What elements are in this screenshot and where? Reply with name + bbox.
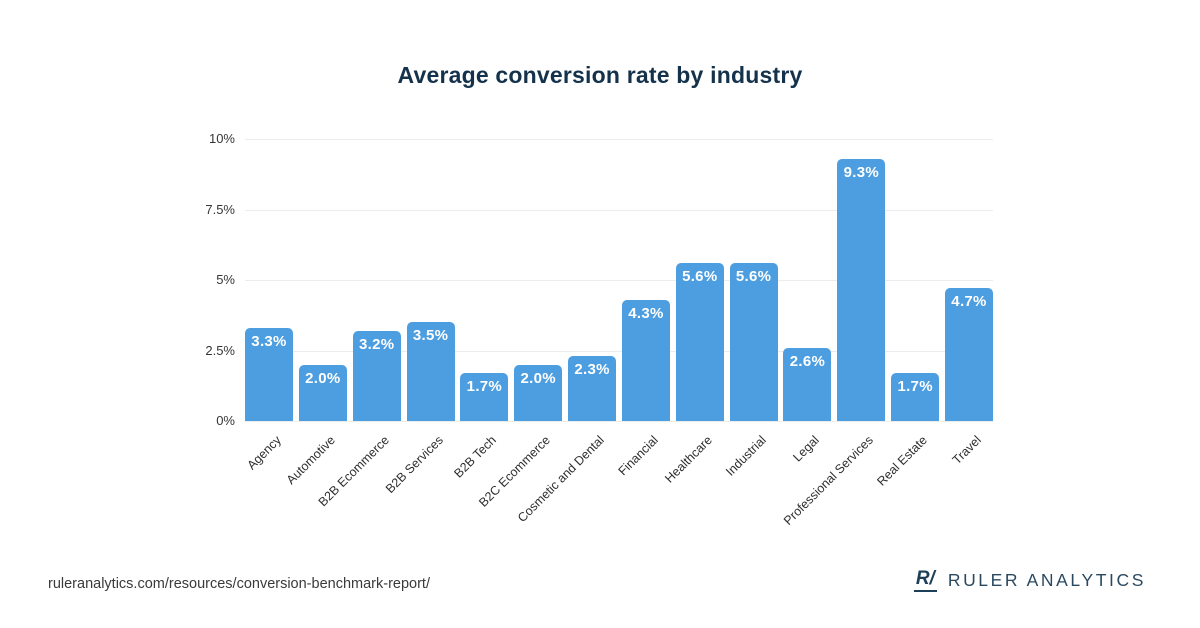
bar-value-label: 3.2%	[358, 335, 395, 353]
bar-value-label: 2.0%	[520, 369, 556, 387]
bar-agency: 3.3%	[245, 327, 293, 421]
bar-b2b-services: 3.5%	[406, 322, 455, 421]
ruler-r-slash-logo-icon: R/	[913, 569, 937, 592]
x-tick-label-industrial: Industrial	[722, 433, 769, 479]
bar-b2b-tech: 1.7%	[460, 373, 509, 421]
gridline-0%	[245, 421, 993, 422]
y-tick-label: 0%	[216, 413, 235, 428]
bar-value-label: 2.6%	[789, 352, 826, 370]
brand-wordmark: RULER ANALYTICS	[947, 570, 1146, 590]
gridline-5%	[245, 280, 993, 281]
bar-value-label: 3.3%	[251, 332, 287, 350]
bar-b2b-ecommerce: 3.2%	[352, 330, 401, 421]
bar-b2c-ecommerce: 2.0%	[514, 364, 563, 421]
bar-value-label: 4.7%	[951, 293, 987, 311]
y-tick-label: 2.5%	[205, 342, 235, 358]
x-tick-label-legal: Legal	[790, 433, 823, 465]
bar-value-label: 5.6%	[682, 268, 718, 286]
bar-legal: 2.6%	[783, 347, 832, 421]
bar-professional-services: 9.3%	[837, 158, 886, 421]
bar-automotive: 2.0%	[298, 364, 347, 421]
bar-financial: 4.3%	[621, 299, 670, 421]
ruler-analytics-logo: R/ RULER ANALYTICS	[913, 569, 1146, 592]
page-title: Average conversion rate by industry	[397, 62, 803, 88]
x-tick-label-b2b-tech: B2B Tech	[451, 433, 500, 481]
x-tick-label-professional-services: Professional Services	[781, 433, 877, 528]
bar-value-label: 9.3%	[843, 163, 879, 181]
bar-value-label: 2.0%	[305, 369, 341, 387]
y-tick-label: 7.5%	[205, 201, 235, 217]
gridline-10%	[245, 139, 993, 140]
source-url: ruleranalytics.com/resources/conversion-…	[48, 576, 430, 592]
y-tick-label: 10%	[208, 131, 235, 146]
x-tick-label-healthcare: Healthcare	[662, 433, 715, 486]
bar-healthcare: 5.6%	[675, 263, 724, 421]
bar-value-label: 3.5%	[412, 327, 449, 345]
x-tick-label-real-estate: Real Estate	[874, 433, 931, 489]
bar-value-label: 1.7%	[897, 378, 933, 396]
bar-value-label: 1.7%	[466, 378, 503, 396]
y-tick-label: 5%	[216, 272, 235, 287]
gridline-7.5%	[245, 209, 993, 211]
bar-cosmetic-and-dental: 2.3%	[568, 356, 617, 421]
bar-value-label: 4.3%	[628, 304, 664, 322]
bar-travel: 4.7%	[945, 288, 993, 421]
bar-real-estate: 1.7%	[891, 373, 940, 421]
bar-value-label: 5.6%	[735, 268, 772, 286]
bar-industrial: 5.6%	[729, 263, 778, 421]
gridline-2.5%	[245, 350, 993, 352]
x-tick-label-agency: Agency	[244, 433, 284, 473]
x-tick-label-travel: Travel	[949, 433, 984, 468]
x-tick-label-automotive: Automotive	[283, 433, 338, 488]
x-tick-label-financial: Financial	[615, 433, 661, 479]
bar-value-label: 2.3%	[574, 361, 610, 379]
